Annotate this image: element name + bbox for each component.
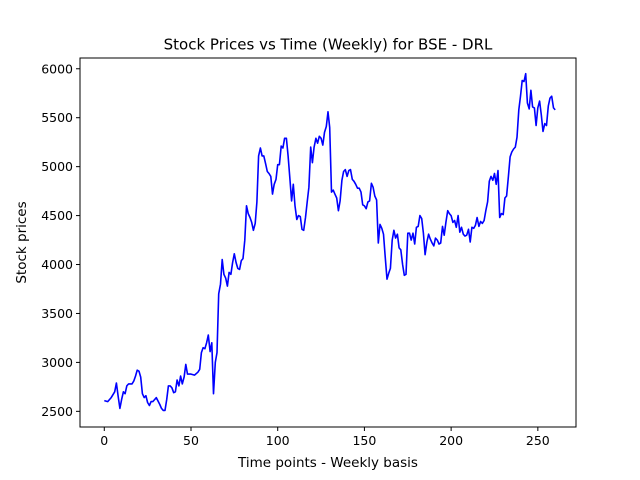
x-axis: 0 50 100 150 200 250 xyxy=(100,427,550,448)
chart-title: Stock Prices vs Time (Weekly) for BSE - … xyxy=(164,36,493,54)
y-tick-label: 5500 xyxy=(41,110,73,125)
x-tick-label: 200 xyxy=(439,433,463,448)
x-tick-label: 150 xyxy=(352,433,376,448)
x-tick-label: 100 xyxy=(266,433,290,448)
x-tick-label: 0 xyxy=(100,433,108,448)
y-tick-label: 3000 xyxy=(41,355,73,370)
series-layer xyxy=(104,72,556,412)
y-tick-label: 4000 xyxy=(41,257,73,272)
y-tick-label: 4500 xyxy=(41,208,73,223)
x-axis-label: Time points - Weekly basis xyxy=(237,455,418,471)
x-tick-label: 250 xyxy=(526,433,550,448)
x-tick-label: 50 xyxy=(183,433,199,448)
y-tick-label: 5000 xyxy=(41,159,73,174)
y-tick-label: 2500 xyxy=(41,404,73,419)
series-line xyxy=(104,72,556,412)
plot-frame xyxy=(79,57,577,428)
y-axis: 2500 3000 3500 4000 4500 5000 5500 6000 xyxy=(41,61,80,419)
y-tick-label: 6000 xyxy=(41,61,73,76)
y-axis-label: Stock prices xyxy=(14,201,30,283)
y-tick-label: 3500 xyxy=(41,306,73,321)
